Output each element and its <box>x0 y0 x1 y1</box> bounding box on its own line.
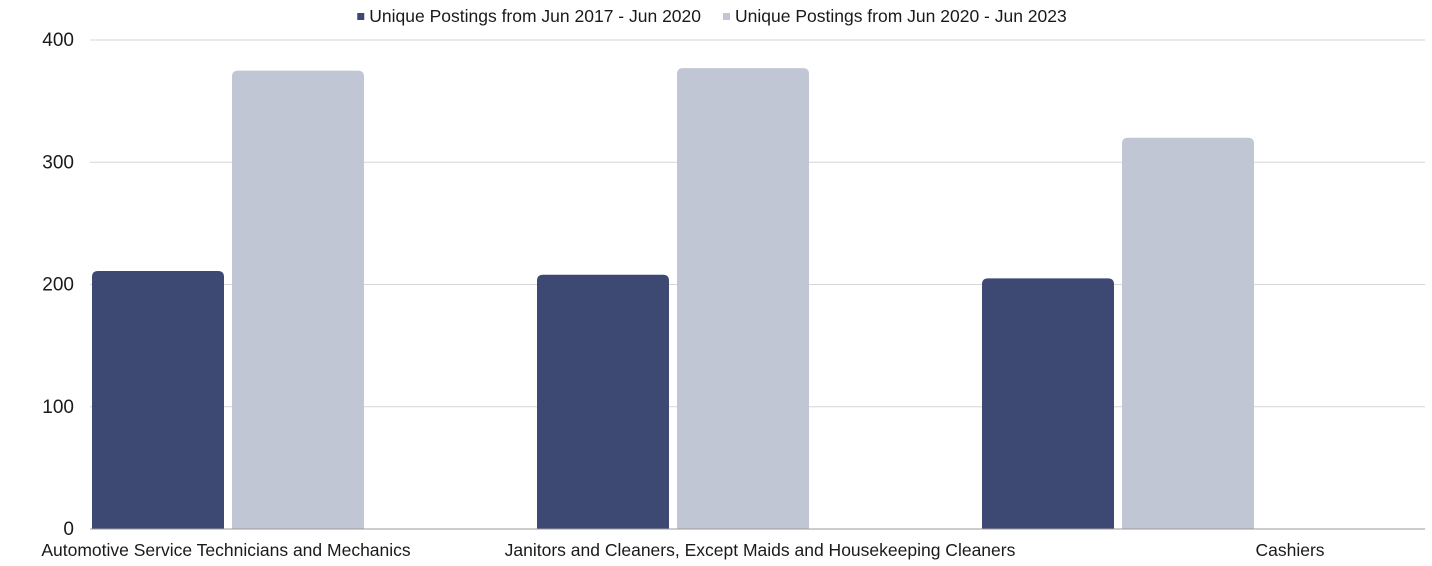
x-category-label: Cashiers <box>1255 540 1324 560</box>
legend-label-2: Unique Postings from Jun 2020 - Jun 2023 <box>735 6 1067 26</box>
legend-swatch-1 <box>357 13 365 20</box>
x-category-label: Automotive Service Technicians and Mecha… <box>41 540 411 560</box>
y-tick-label: 0 <box>63 519 74 540</box>
y-tick-label: 200 <box>42 275 74 296</box>
y-axis: 0 100 200 300 400 <box>42 30 74 540</box>
bar-series-1-1 <box>92 271 224 529</box>
x-category-label: Janitors and Cleaners, Except Maids and … <box>505 540 1016 560</box>
y-tick-label: 300 <box>42 152 74 173</box>
bar-series-1-2 <box>537 274 669 529</box>
bar-series-2-1 <box>232 70 364 529</box>
bar-series-2-3 <box>1122 137 1254 530</box>
y-tick-label: 400 <box>42 30 74 51</box>
legend-swatch-2 <box>723 13 730 20</box>
bar-series-1-3 <box>982 278 1114 529</box>
x-axis: Automotive Service Technicians and Mecha… <box>41 528 1425 560</box>
legend: Unique Postings from Jun 2017 - Jun 2020… <box>357 6 1067 26</box>
bar-series-2-2 <box>677 68 809 530</box>
y-tick-label: 100 <box>42 397 74 418</box>
legend-label-1: Unique Postings from Jun 2017 - Jun 2020 <box>369 6 701 26</box>
bars <box>92 68 1254 530</box>
